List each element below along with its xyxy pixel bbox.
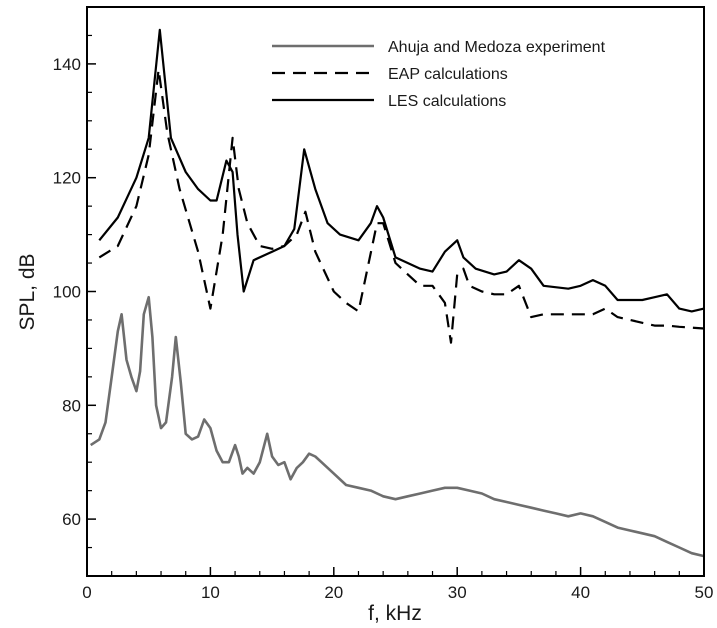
x-axis-title: f, kHz [368,602,422,625]
x-tick-label: 0 [82,583,91,602]
y-tick-label: 80 [62,396,81,415]
y-tick-label: 60 [62,510,81,529]
x-tick-label: 30 [448,583,467,602]
x-tick-label: 20 [324,583,343,602]
legend-item-eap: EAP calculations [272,66,508,83]
series-layer [89,28,705,558]
x-tick-label: 50 [695,583,714,602]
x-tick-label: 10 [201,583,220,602]
experiment-series-line [89,295,705,558]
y-tick-label: 120 [53,169,81,188]
legend: Ahuja and Medoza experiment EAP calculati… [272,39,606,110]
x-tick-label: 40 [571,583,590,602]
les-series-line [98,28,705,313]
y-tick-label: 100 [53,283,81,302]
legend-label: LES calculations [388,93,506,110]
x-axis: 0 10 20 30 40 50 [82,567,713,602]
y-tick-label: 140 [53,55,81,74]
y-axis-title: SPL, dB [16,253,39,330]
y-axis: 60 80 100 120 140 [53,6,96,577]
legend-item-les: LES calculations [272,93,506,110]
legend-label: EAP calculations [388,66,508,83]
legend-label: Ahuja and Medoza experiment [388,39,606,56]
legend-item-experiment: Ahuja and Medoza experiment [272,39,606,56]
